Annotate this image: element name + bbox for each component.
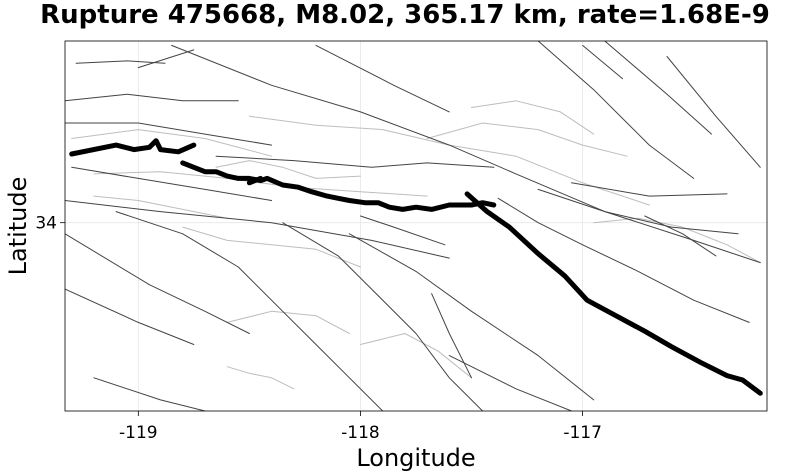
y-tick-label: 34 <box>35 214 57 234</box>
rupture-traces <box>69 138 763 396</box>
plot-frame <box>64 40 768 412</box>
fault-6-line <box>282 222 484 411</box>
fault-9-line <box>315 44 450 113</box>
fault-11-line <box>604 41 712 135</box>
chart-title: Rupture 475668, M8.02, 365.17 km, rate=1… <box>40 0 770 30</box>
rupture-east-line <box>464 191 763 396</box>
grey-6-line <box>226 310 350 334</box>
x-axis-label: Longitude <box>356 444 475 472</box>
y-axis-label: Latitude <box>4 177 32 276</box>
grey-9-line <box>471 100 595 135</box>
rupture-west-line <box>69 138 197 157</box>
fault-8-line <box>171 44 761 264</box>
grey-11-line <box>226 366 295 390</box>
fault-16-line <box>215 155 495 168</box>
fault-subsections <box>71 100 761 390</box>
fault-5-line <box>115 211 384 411</box>
grey-7-line <box>360 333 472 379</box>
fault-24-line <box>65 93 239 102</box>
fault-20-line <box>360 215 446 246</box>
grey-12-line <box>93 195 228 219</box>
rupture-central-line <box>180 160 497 212</box>
fault-1-line <box>65 200 450 259</box>
rupture-central-link-line <box>246 175 263 186</box>
grey-5-line <box>182 226 361 268</box>
x-tick-label: -119 <box>119 423 158 443</box>
fault-14-line <box>537 188 739 235</box>
grey-8-line <box>426 122 628 157</box>
fault-23-line <box>65 122 273 146</box>
fault-7-line <box>348 233 595 401</box>
fault-22-line <box>644 215 717 257</box>
fault-17-line <box>71 166 273 201</box>
fault-19-line <box>448 355 572 411</box>
fault-2-line <box>65 233 250 334</box>
fault-13-line <box>582 44 624 80</box>
grey-10-line <box>593 217 761 264</box>
x-tick-label: -117 <box>563 423 602 443</box>
grey-2-line <box>93 171 428 197</box>
y-axis-ticks: 34 <box>35 214 65 234</box>
fault-15-line <box>571 182 728 197</box>
x-axis-ticks: -119 -118 -117 <box>119 411 602 443</box>
fault-26-line <box>75 60 166 64</box>
grey-3-line <box>71 129 273 157</box>
grey-4-line <box>215 160 361 179</box>
fault-10-line <box>537 41 695 179</box>
x-tick-label: -118 <box>341 423 380 443</box>
grid <box>65 41 767 411</box>
fault-4-line <box>93 377 206 411</box>
fault-traces <box>65 41 761 411</box>
fault-12-line <box>666 56 761 168</box>
fault-18-line <box>497 197 750 323</box>
fault-3-line <box>65 288 195 345</box>
fault-21-line <box>431 293 472 379</box>
fault-25-line <box>137 49 195 69</box>
